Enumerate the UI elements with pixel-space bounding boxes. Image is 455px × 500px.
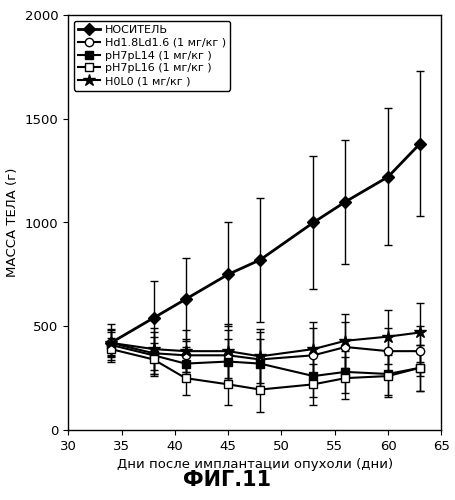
Legend: НОСИТЕЛЬ, Hd1.8Ld1.6 (1 мг/кг ), pH7pL14 (1 мг/кг ), pH7pL16 (1 мг/кг ), H0L0 (1: НОСИТЕЛЬ, Hd1.8Ld1.6 (1 мг/кг ), pH7pL14…: [74, 20, 231, 90]
Text: ФИГ.11: ФИГ.11: [183, 470, 272, 490]
X-axis label: Дни после имплантации опухоли (дни): Дни после имплантации опухоли (дни): [117, 458, 393, 471]
Y-axis label: МАССА ТЕЛА (г): МАССА ТЕЛА (г): [6, 168, 19, 277]
